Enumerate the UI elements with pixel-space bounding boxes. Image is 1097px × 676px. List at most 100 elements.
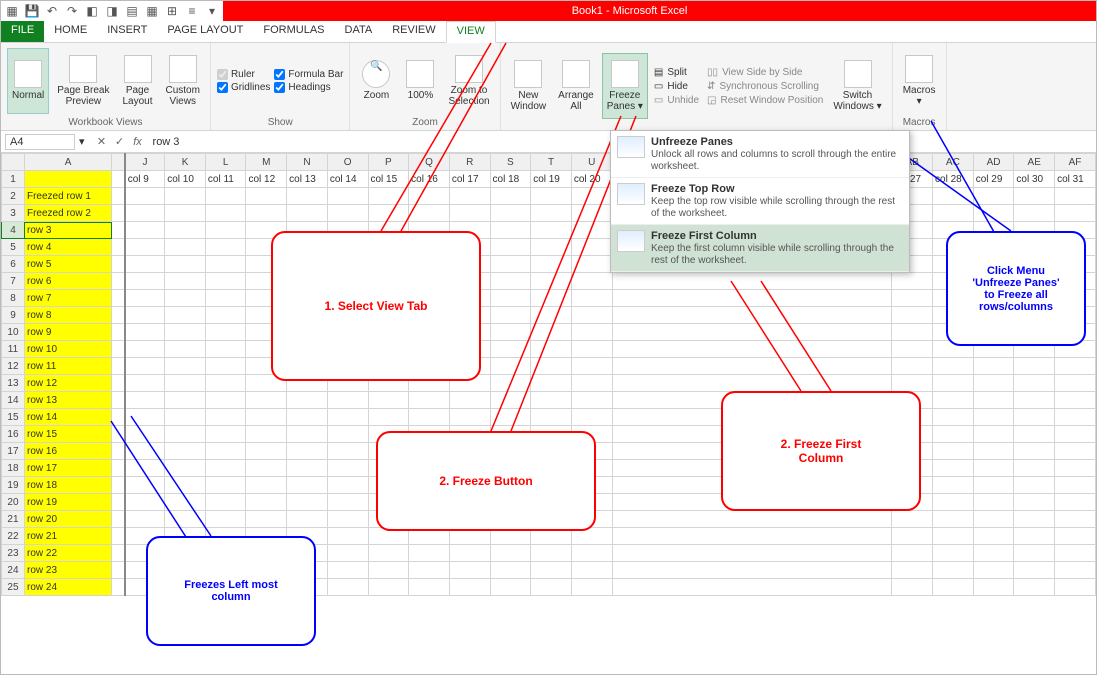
tab-data[interactable]: DATA [335, 21, 383, 42]
row-header[interactable]: 23 [2, 545, 25, 562]
cell[interactable] [368, 562, 409, 579]
cell[interactable] [1014, 494, 1055, 511]
cell[interactable] [125, 494, 165, 511]
cell[interactable] [531, 239, 572, 256]
tab-file[interactable]: FILE [1, 21, 44, 42]
cell[interactable] [1055, 358, 1096, 375]
cell[interactable]: col 10 [165, 171, 206, 188]
cell[interactable] [1014, 188, 1055, 205]
cell[interactable]: col 20 [571, 171, 612, 188]
cell[interactable] [205, 239, 246, 256]
select-all[interactable] [2, 154, 25, 171]
cell[interactable] [125, 256, 165, 273]
col-header[interactable]: T [531, 154, 572, 171]
cell[interactable] [246, 477, 287, 494]
cell[interactable]: row 4 [24, 239, 111, 256]
cell[interactable] [490, 239, 531, 256]
cell[interactable]: col 30 [1014, 171, 1055, 188]
cell[interactable] [125, 307, 165, 324]
row-header[interactable]: 10 [2, 324, 25, 341]
row-header[interactable]: 9 [2, 307, 25, 324]
cell[interactable]: row 24 [24, 579, 111, 596]
cell[interactable] [205, 290, 246, 307]
row-header[interactable]: 15 [2, 409, 25, 426]
cell[interactable]: row 14 [24, 409, 111, 426]
cell[interactable]: col 18 [490, 171, 531, 188]
row-header[interactable]: 22 [2, 528, 25, 545]
zoom-selection-button[interactable]: Zoom toSelection [444, 48, 493, 114]
cell[interactable]: row 7 [24, 290, 111, 307]
cell[interactable] [368, 545, 409, 562]
cell[interactable] [205, 375, 246, 392]
col-header[interactable]: S [490, 154, 531, 171]
col-header[interactable]: M [246, 154, 287, 171]
cell[interactable] [165, 222, 206, 239]
freeze-first-column-item[interactable]: Freeze First ColumnKeep the first column… [611, 225, 909, 272]
cell[interactable] [973, 409, 1014, 426]
cell[interactable] [246, 392, 287, 409]
row-header[interactable]: 6 [2, 256, 25, 273]
cell[interactable] [125, 205, 165, 222]
undo-icon[interactable]: ↶ [45, 4, 59, 18]
enter-icon[interactable]: ✓ [111, 135, 129, 148]
cell[interactable] [287, 511, 328, 528]
cell[interactable] [449, 545, 490, 562]
cell[interactable] [409, 392, 450, 409]
cell[interactable] [125, 443, 165, 460]
cell[interactable] [165, 239, 206, 256]
cell[interactable] [125, 375, 165, 392]
arrange-all-button[interactable]: ArrangeAll [554, 53, 598, 119]
cell[interactable]: row 21 [24, 528, 111, 545]
col-header[interactable] [112, 154, 125, 171]
cell[interactable] [933, 545, 974, 562]
cell[interactable] [1014, 426, 1055, 443]
cell[interactable] [1055, 205, 1096, 222]
cell[interactable] [571, 341, 612, 358]
cell[interactable] [490, 341, 531, 358]
tab-page-layout[interactable]: PAGE LAYOUT [157, 21, 253, 42]
col-header[interactable]: P [368, 154, 409, 171]
cell[interactable] [933, 205, 974, 222]
cell[interactable] [571, 545, 612, 562]
cell[interactable] [125, 290, 165, 307]
cell[interactable] [449, 579, 490, 596]
cell[interactable] [1014, 511, 1055, 528]
cell[interactable] [933, 494, 974, 511]
cell[interactable] [1014, 205, 1055, 222]
cell[interactable] [165, 426, 206, 443]
cell[interactable] [892, 358, 933, 375]
col-header[interactable]: Q [409, 154, 450, 171]
cell[interactable] [490, 358, 531, 375]
row-header[interactable]: 14 [2, 392, 25, 409]
cell[interactable] [571, 239, 612, 256]
cell[interactable]: Freezed row 2 [24, 205, 111, 222]
cancel-icon[interactable]: ✕ [93, 135, 111, 148]
row-header[interactable]: 25 [2, 579, 25, 596]
cell[interactable] [933, 392, 974, 409]
cell[interactable] [892, 511, 933, 528]
cell[interactable] [205, 477, 246, 494]
split-button[interactable]: ▤Split [652, 66, 701, 79]
headings-checkbox[interactable]: Headings [274, 82, 343, 93]
cell[interactable] [531, 324, 572, 341]
cell[interactable] [409, 562, 450, 579]
cell[interactable] [1014, 375, 1055, 392]
cell[interactable]: Freezed row 1 [24, 188, 111, 205]
cell[interactable] [368, 392, 409, 409]
cell[interactable] [205, 341, 246, 358]
cell[interactable] [368, 188, 409, 205]
cell[interactable] [449, 562, 490, 579]
cell[interactable] [1055, 409, 1096, 426]
cell[interactable] [973, 545, 1014, 562]
cell[interactable] [973, 477, 1014, 494]
row-header[interactable]: 21 [2, 511, 25, 528]
col-header[interactable]: J [125, 154, 165, 171]
cell[interactable] [973, 511, 1014, 528]
cell[interactable]: row 17 [24, 460, 111, 477]
row-header[interactable]: 16 [2, 426, 25, 443]
cell[interactable] [531, 307, 572, 324]
row-header[interactable]: 13 [2, 375, 25, 392]
cell[interactable] [327, 477, 368, 494]
cell[interactable] [973, 392, 1014, 409]
cell[interactable] [327, 443, 368, 460]
